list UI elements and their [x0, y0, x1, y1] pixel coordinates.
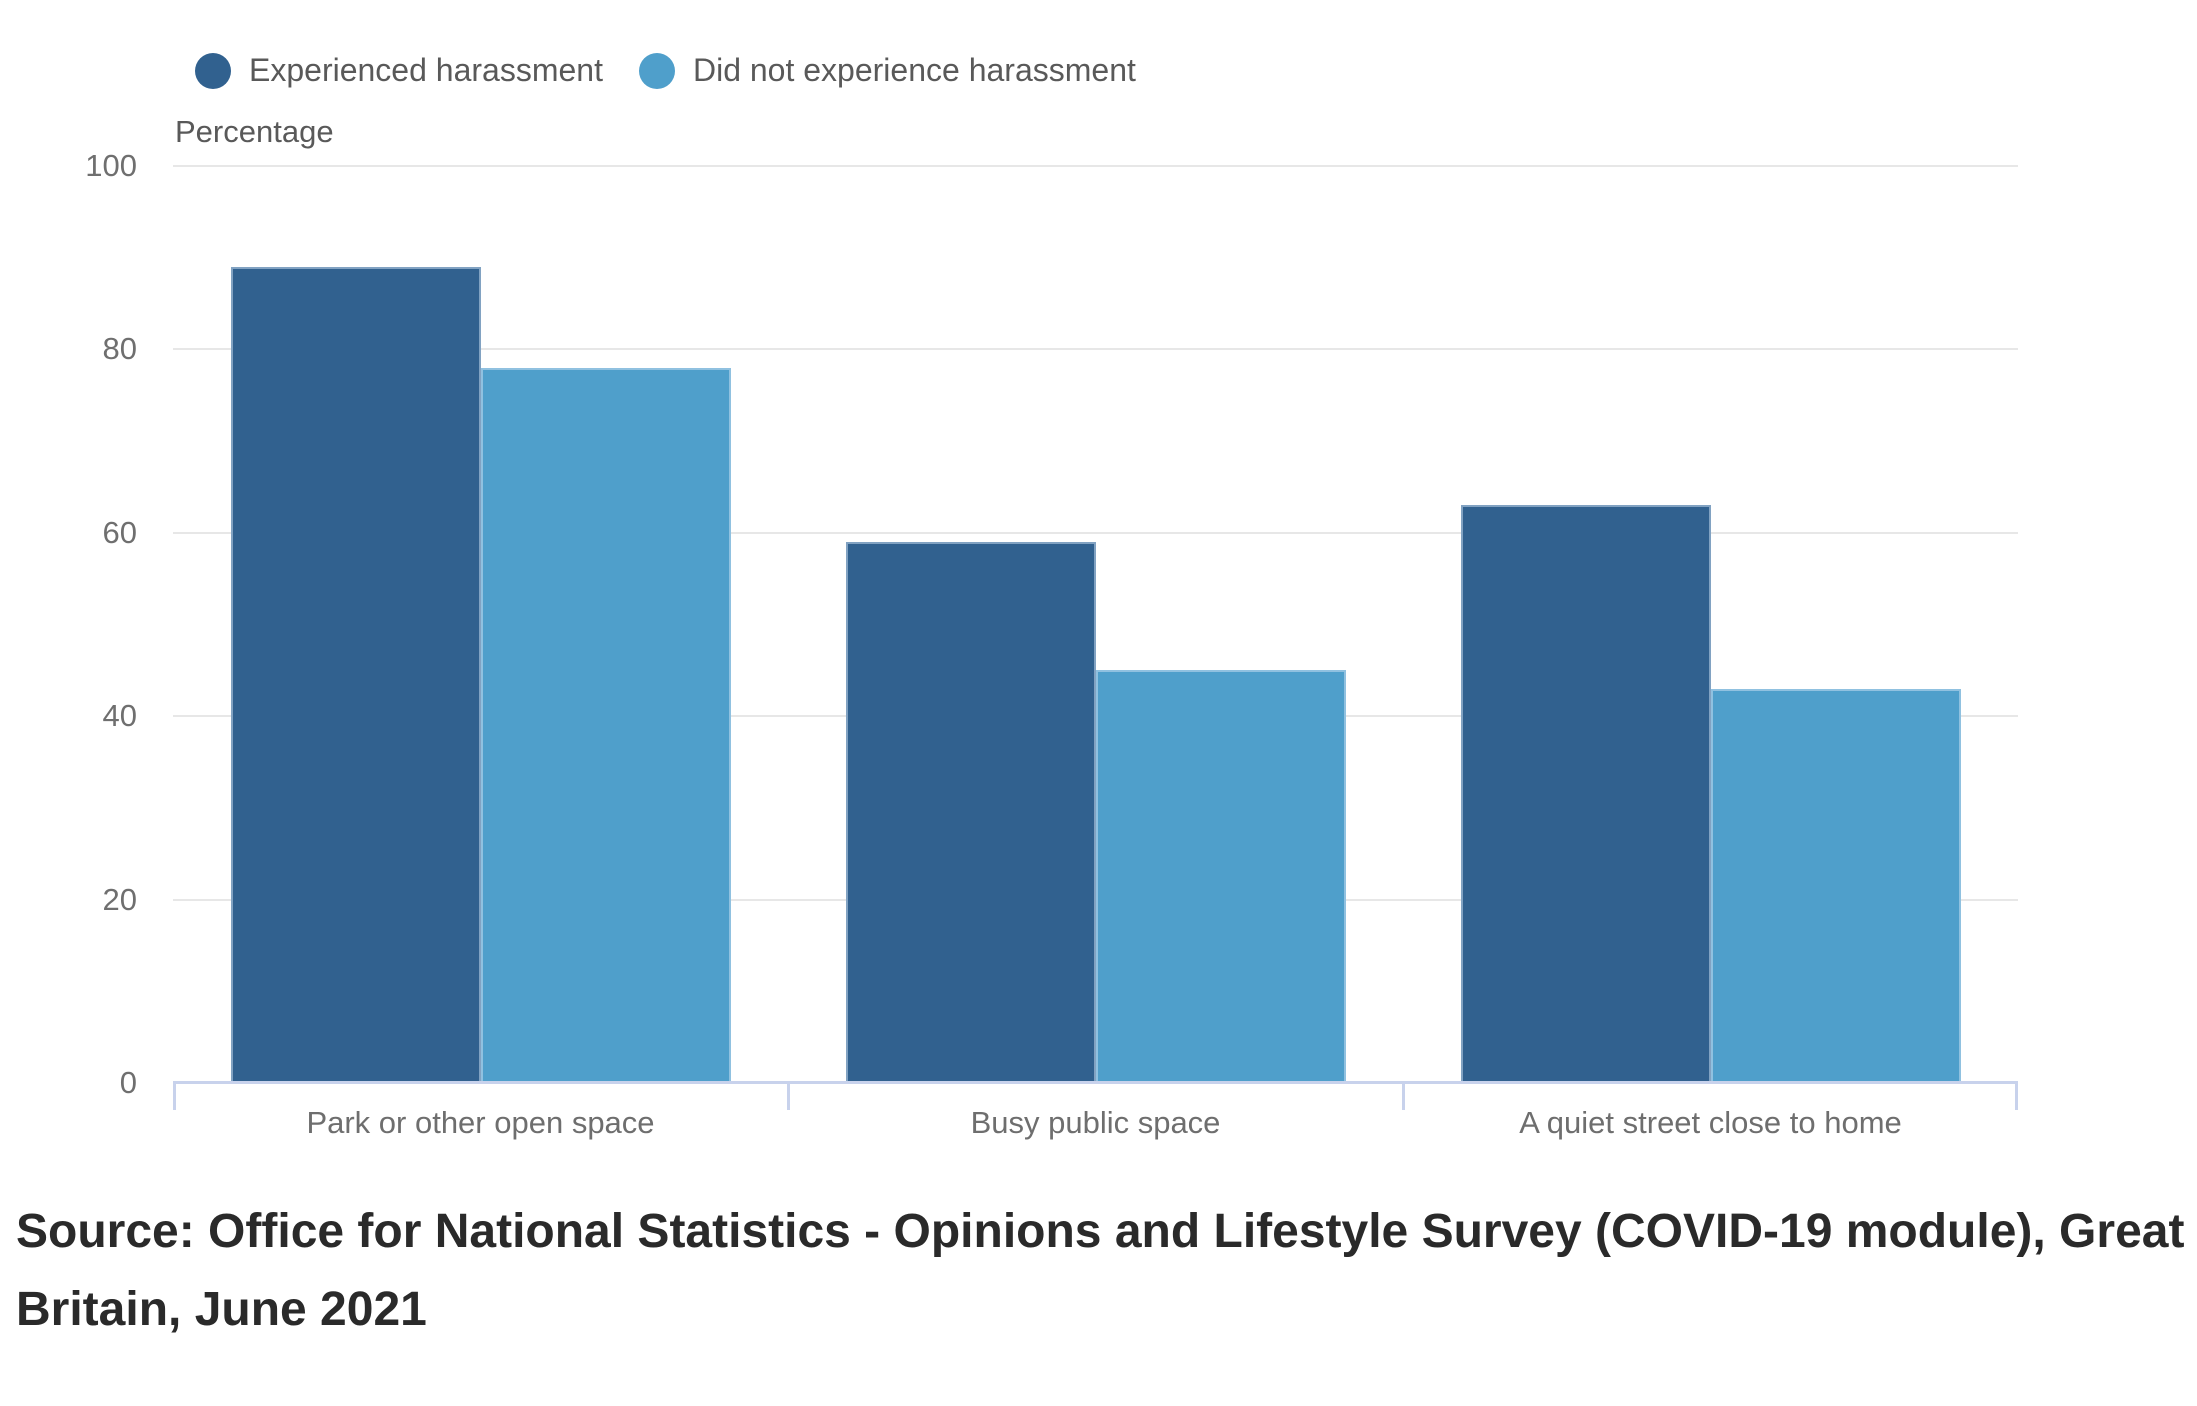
source-caption: Source: Office for National Statistics -…: [16, 1205, 2185, 1337]
legend-dot-icon: [195, 52, 231, 89]
legend-item: Did not experience harassment: [638, 52, 1136, 89]
y-axis-tick-label: 0: [119, 1065, 137, 1100]
y-axis-tick-label: 100: [85, 148, 137, 183]
gridline: [173, 348, 2018, 351]
bar-group: [788, 166, 1403, 1083]
bar-group: [173, 166, 788, 1083]
x-axis-line: [173, 1081, 2018, 1084]
legend: Experienced harassment Did not experience…: [195, 52, 1136, 89]
x-axis-category-label: A quiet street close to home: [1519, 1105, 1902, 1140]
y-axis-unit-label: Percentage: [175, 114, 334, 149]
x-axis-category-label: Busy public space: [970, 1105, 1221, 1140]
legend-item: Experienced harassment: [195, 52, 603, 89]
bar-groups: [173, 166, 2018, 1083]
legend-item-label: Did not experience harassment: [692, 52, 1136, 88]
bar: [480, 367, 731, 1083]
bar: [1460, 505, 1711, 1083]
legend-dot-icon: [638, 52, 675, 89]
plot-area: [173, 165, 2018, 1110]
x-axis-category-label: Park or other open space: [306, 1105, 655, 1140]
bar: [1095, 670, 1346, 1083]
x-axis-tick: [173, 1083, 176, 1110]
x-axis-tick: [787, 1083, 790, 1110]
x-axis-tick: [2015, 1083, 2018, 1110]
y-axis-tick-label: 40: [102, 698, 137, 734]
legend-item-label: Experienced harassment: [249, 52, 603, 88]
x-axis-tick: [1402, 1083, 1405, 1110]
gridline: [173, 165, 2018, 167]
gridline: [173, 531, 2018, 534]
bar: [845, 541, 1096, 1083]
bar: [1710, 688, 1961, 1083]
y-axis-tick-label: 60: [102, 514, 137, 550]
y-axis-tick-label: 80: [102, 331, 137, 367]
bar: [230, 266, 481, 1083]
y-axis-tick-label: 20: [102, 881, 137, 917]
bar-group: [1403, 166, 2018, 1083]
